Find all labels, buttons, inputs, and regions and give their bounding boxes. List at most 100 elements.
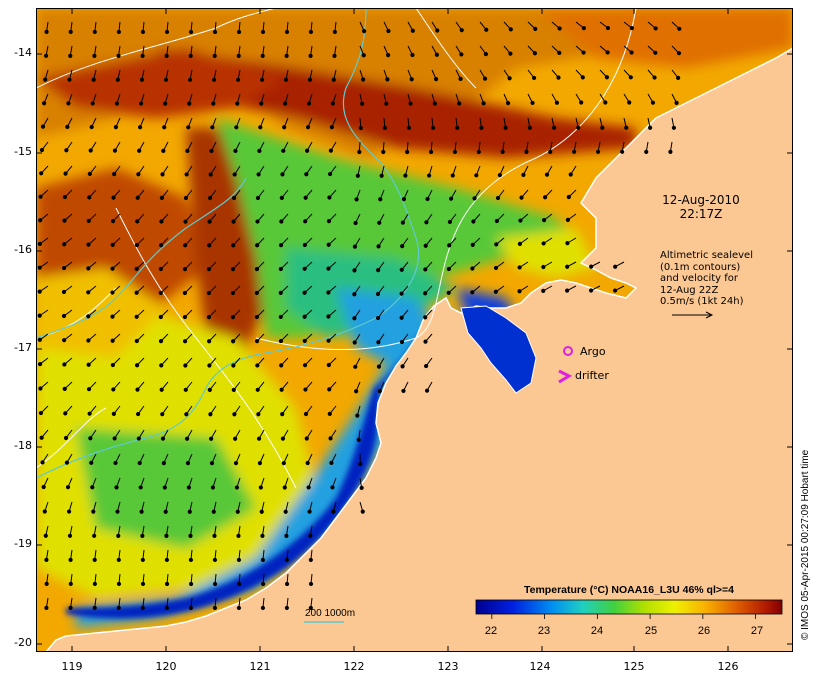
velocity-arrow-head	[86, 338, 91, 343]
y-tick-label: -15	[14, 145, 32, 158]
velocity-arrow-head	[159, 387, 164, 392]
velocity-arrow-head	[482, 76, 488, 81]
velocity-arrow-head	[63, 411, 68, 416]
velocity-arrow-head	[308, 557, 313, 563]
velocity-arrow-head	[86, 266, 91, 271]
velocity-arrow-head	[62, 218, 67, 223]
velocity-arrow-head	[279, 363, 284, 368]
velocity-arrow-head	[41, 484, 46, 490]
velocity-arrow-head	[211, 77, 217, 82]
velocity-arrow-head	[327, 411, 332, 416]
velocity-arrow-head	[256, 412, 261, 417]
velocity-arrow-head	[61, 289, 67, 295]
velocity-arrow-head	[652, 75, 657, 80]
velocity-arrow-head	[305, 125, 311, 130]
velocity-arrow-head	[184, 436, 190, 441]
velocity-arrow-head	[88, 148, 93, 153]
velocity-arrow-head	[378, 197, 383, 202]
y-tick-label: -20	[14, 636, 32, 649]
velocity-arrow-head	[581, 50, 586, 55]
velocity-arrow-head	[235, 509, 240, 514]
velocity-arrow-head	[431, 125, 436, 131]
velocity-arrow-head	[159, 195, 164, 201]
velocity-arrow-head	[208, 172, 213, 177]
velocity-arrow-head	[435, 28, 440, 33]
x-tick-label: 119	[61, 660, 83, 673]
velocity-arrow-head	[182, 290, 187, 296]
velocity-arrow-head	[386, 28, 391, 34]
velocity-arrow-head	[42, 101, 47, 106]
velocity-arrow-head	[135, 411, 141, 417]
velocity-arrow-head	[92, 533, 97, 538]
velocity-arrow-head	[330, 485, 335, 490]
velocity-arrow-head	[110, 266, 115, 271]
velocity-arrow-head	[544, 172, 550, 177]
velocity-arrow-head	[284, 581, 290, 587]
altimetry-line: 0.5m/s (1kt 24h)	[660, 296, 744, 307]
velocity-arrow-head	[494, 242, 499, 247]
velocity-arrow-head	[134, 290, 139, 295]
velocity-arrow-head	[326, 219, 332, 224]
velocity-arrow-head	[116, 557, 121, 563]
velocity-arrow-head	[284, 557, 289, 563]
velocity-arrow-head	[160, 436, 166, 441]
velocity-arrow-head	[620, 149, 625, 154]
velocity-arrow-head	[230, 290, 236, 296]
velocity-arrow-head	[283, 77, 289, 82]
velocity-arrow-head	[305, 460, 310, 466]
velocity-arrow-head	[40, 124, 46, 129]
date-time-annotation: 12-Aug-2010 22:17Z	[646, 193, 756, 221]
velocity-arrow-head	[326, 242, 331, 247]
velocity-arrow-head	[284, 533, 289, 538]
argo-marker	[563, 346, 573, 356]
velocity-arrow-head	[385, 53, 391, 58]
velocity-arrow-head	[64, 148, 69, 153]
velocity-arrow-head	[236, 605, 242, 611]
velocity-arrow-head	[210, 485, 216, 490]
velocity-arrow-head	[279, 195, 284, 200]
velocity-arrow-head	[376, 268, 381, 273]
velocity-arrow-head	[161, 461, 166, 466]
velocity-arrow-head	[90, 485, 95, 490]
velocity-arrow-head	[257, 461, 263, 466]
velocity-arrow-head	[86, 387, 92, 392]
velocity-arrow-head	[352, 340, 357, 345]
velocity-arrow-head	[182, 314, 188, 320]
velocity-arrow-head	[255, 219, 260, 224]
colorbar-label: 26	[697, 625, 711, 637]
velocity-arrow-head	[37, 361, 43, 367]
velocity-arrow-head	[111, 195, 116, 200]
velocity-arrow-head	[230, 267, 236, 272]
velocity-arrow-head	[92, 581, 97, 587]
velocity-arrow-head	[67, 533, 73, 538]
velocity-scale-arrow	[672, 311, 714, 319]
velocity-arrow-head	[541, 264, 546, 270]
velocity-arrow-head	[647, 125, 653, 130]
velocity-arrow-head	[278, 266, 283, 272]
velocity-arrow-head	[452, 149, 458, 155]
velocity-arrow-head	[459, 52, 464, 57]
velocity-arrow-head	[532, 51, 538, 56]
velocity-arrow-head	[548, 149, 553, 154]
velocity-arrow-head	[352, 268, 357, 273]
colorbar-label: 23	[537, 625, 551, 637]
velocity-arrow-head	[352, 292, 357, 297]
velocity-arrow-head	[134, 266, 139, 271]
velocity-arrow-head	[376, 340, 381, 345]
colorbar-label: 22	[484, 625, 498, 637]
velocity-arrow-head	[112, 172, 117, 177]
velocity-arrow-head	[425, 196, 430, 202]
velocity-arrow-head	[86, 218, 91, 224]
velocity-arrow-head	[613, 264, 618, 269]
velocity-arrow-head	[304, 436, 309, 441]
velocity-arrow-head	[603, 100, 608, 105]
velocity-arrow-head	[384, 101, 389, 106]
velocity-arrow-head	[517, 289, 522, 294]
velocity-arrow-head	[448, 196, 454, 201]
x-tick-label: 121	[249, 660, 271, 673]
velocity-arrow-head	[627, 100, 632, 105]
velocity-arrow-head	[234, 125, 239, 130]
velocity-arrow-head	[423, 315, 428, 320]
velocity-arrow-head	[66, 101, 71, 106]
velocity-arrow-head	[352, 244, 357, 249]
